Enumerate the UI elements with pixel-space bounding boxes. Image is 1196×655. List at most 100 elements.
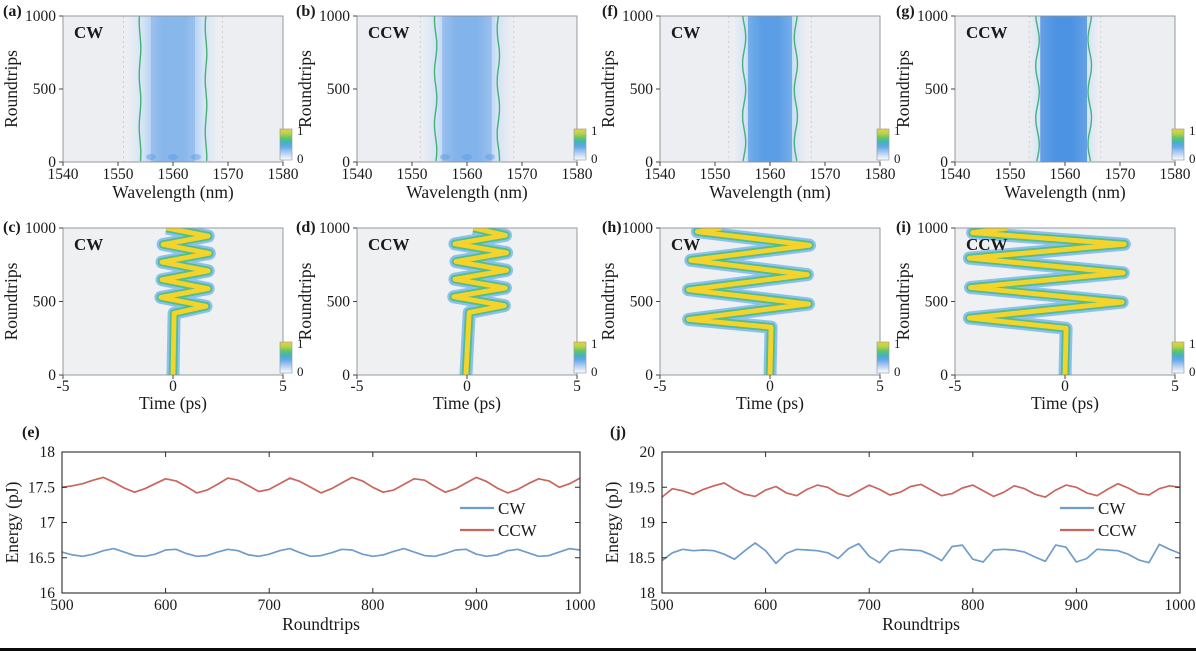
y-tick-label: 18 (640, 585, 656, 602)
y-tick-label: 0 (645, 367, 653, 384)
x-tick-label: 1570 (1105, 166, 1136, 183)
bottom-intensity-spot (440, 154, 450, 160)
x-axis-label: Time (ps) (736, 393, 804, 413)
colorbar-min-label: 0 (894, 151, 901, 166)
mode-annotation: CCW (368, 235, 410, 254)
x-tick-label: 1000 (565, 597, 596, 614)
panel-letter: (g) (896, 3, 915, 20)
y-axis-label: Roundtrips (893, 262, 913, 340)
colorbar: 10 (573, 336, 598, 379)
legend-label-cw: CW (1098, 499, 1126, 518)
spectral-band-core (1040, 16, 1087, 162)
colorbar-max-label: 1 (591, 123, 598, 138)
panel-letter: (e) (22, 424, 40, 441)
x-tick-label: 1540 (48, 166, 79, 183)
mode-annotation: CW (671, 23, 700, 42)
x-tick-label: 1560 (755, 166, 786, 183)
colorbar: 10 (876, 336, 901, 379)
green-contour-line (433, 15, 438, 162)
pulse-trace-stroke (686, 228, 812, 375)
panel-letter: (j) (610, 424, 626, 441)
green-contour-line (496, 15, 501, 162)
x-tick-label: 600 (754, 597, 778, 614)
x-tick-label: -5 (949, 378, 962, 395)
x-axis-label: Wavelength (nm) (709, 182, 831, 202)
y-tick-label: 500 (630, 81, 654, 98)
y-tick-label: 19 (640, 515, 656, 532)
colorbar-max-label: 1 (591, 336, 598, 351)
series-ccw-line (661, 482, 1181, 498)
pulse-trace (154, 228, 216, 375)
panel-j: CW CCW 500 600 700 800 900 1000 18 18.5 19 19.5 20 Ro… (602, 424, 1196, 634)
green-contour-line (204, 15, 208, 162)
y-tick-label: 1000 (319, 8, 350, 25)
x-tick-label: 1580 (1160, 166, 1191, 183)
pulse-trace-stroke (966, 228, 1127, 375)
plot-area (62, 452, 580, 593)
y-tick-label: 16 (40, 585, 56, 602)
x-tick-label: 1580 (865, 166, 896, 183)
spectral-band-core (151, 16, 195, 162)
pulse-trace (962, 228, 1131, 375)
x-tick-label: 5 (876, 378, 884, 395)
y-tick-label: 1000 (25, 220, 56, 237)
y-axis-label: Energy (pJ) (2, 481, 22, 563)
y-tick-label: 17 (40, 515, 56, 532)
x-tick-label: 1570 (810, 166, 841, 183)
mode-annotation: CCW (966, 23, 1008, 42)
bottom-intensity-spot (146, 154, 156, 160)
colorbar: 10 (1171, 123, 1196, 166)
x-tick-label: 1540 (342, 166, 373, 183)
x-tick-label: 1550 (995, 166, 1026, 183)
x-tick-label: 1560 (452, 166, 483, 183)
y-axis-label: Roundtrips (598, 50, 618, 128)
plot-area (662, 452, 1180, 593)
spectral-band-core (442, 16, 492, 162)
colorbar-max-label: 1 (894, 123, 901, 138)
x-tick-label: 1540 (940, 166, 971, 183)
colorbar-max-label: 1 (297, 336, 304, 351)
panel-letter: (f) (602, 3, 618, 20)
y-tick-label: 0 (645, 154, 653, 171)
y-tick-label: 500 (327, 294, 351, 311)
legend: CW CCW (1060, 499, 1138, 540)
colorbar: 10 (876, 123, 901, 166)
series-cw-line (61, 547, 581, 558)
mode-annotation: CW (671, 235, 700, 254)
x-axis-label: Time (ps) (433, 393, 501, 413)
panel-letter: (i) (896, 219, 911, 236)
mode-annotation: CW (74, 235, 103, 254)
y-axis-label: Roundtrips (1, 50, 21, 128)
y-tick-label: 1000 (917, 8, 948, 25)
y-tick-label: 0 (48, 367, 56, 384)
bottom-intensity-spot (191, 154, 201, 160)
pulse-trace (682, 228, 817, 375)
y-tick-label: 500 (925, 294, 949, 311)
legend: CW CCW (460, 499, 538, 540)
x-axis-label: Roundtrips (882, 614, 960, 634)
x-tick-label: -5 (351, 378, 364, 395)
x-tick-label: -5 (57, 378, 70, 395)
green-contour-line (1087, 15, 1093, 162)
colorbar: 10 (279, 123, 304, 166)
y-tick-label: 0 (940, 154, 948, 171)
x-tick-label: 0 (463, 378, 471, 395)
colorbar-min-label: 0 (297, 151, 304, 166)
panel-letter: (b) (296, 3, 316, 20)
y-tick-label: 500 (630, 294, 654, 311)
x-tick-label: 0 (169, 378, 177, 395)
x-tick-label: 1560 (158, 166, 189, 183)
y-tick-label: 0 (940, 367, 948, 384)
panel-letter: (c) (3, 219, 21, 236)
y-tick-label: 0 (342, 154, 350, 171)
colorbar-max-label: 1 (1189, 336, 1196, 351)
x-tick-label: 1580 (562, 166, 593, 183)
bottom-intensity-spot (485, 154, 495, 160)
x-tick-label: -5 (654, 378, 667, 395)
panel-letter: (a) (3, 3, 22, 20)
y-tick-label: 1000 (917, 220, 948, 237)
y-tick-label: 1000 (622, 220, 653, 237)
